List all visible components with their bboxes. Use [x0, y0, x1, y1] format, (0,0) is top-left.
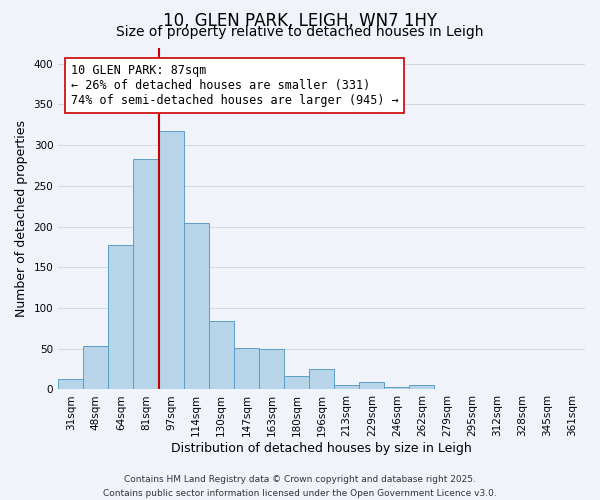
Bar [158, 132, 184, 390]
Bar [309, 369, 334, 390]
Text: 10 GLEN PARK: 87sqm
← 26% of detached houses are smaller (331)
74% of semi-detac: 10 GLEN PARK: 87sqm ← 26% of detached ho… [71, 64, 398, 107]
Bar [209, 321, 234, 390]
Bar [58, 379, 83, 390]
X-axis label: Distribution of detached houses by size in Leigh: Distribution of detached houses by size … [171, 442, 472, 455]
Y-axis label: Number of detached properties: Number of detached properties [15, 120, 28, 317]
Bar [359, 382, 385, 390]
Bar [234, 348, 259, 390]
Bar [409, 386, 434, 390]
Text: Contains HM Land Registry data © Crown copyright and database right 2025.
Contai: Contains HM Land Registry data © Crown c… [103, 476, 497, 498]
Bar [83, 346, 109, 390]
Bar [434, 388, 460, 390]
Bar [385, 387, 409, 390]
Bar [133, 159, 158, 390]
Bar [460, 388, 485, 390]
Bar [259, 348, 284, 390]
Bar [284, 376, 309, 390]
Text: Size of property relative to detached houses in Leigh: Size of property relative to detached ho… [116, 25, 484, 39]
Text: 10, GLEN PARK, LEIGH, WN7 1HY: 10, GLEN PARK, LEIGH, WN7 1HY [163, 12, 437, 30]
Bar [184, 224, 209, 390]
Bar [334, 386, 359, 390]
Bar [109, 244, 133, 390]
